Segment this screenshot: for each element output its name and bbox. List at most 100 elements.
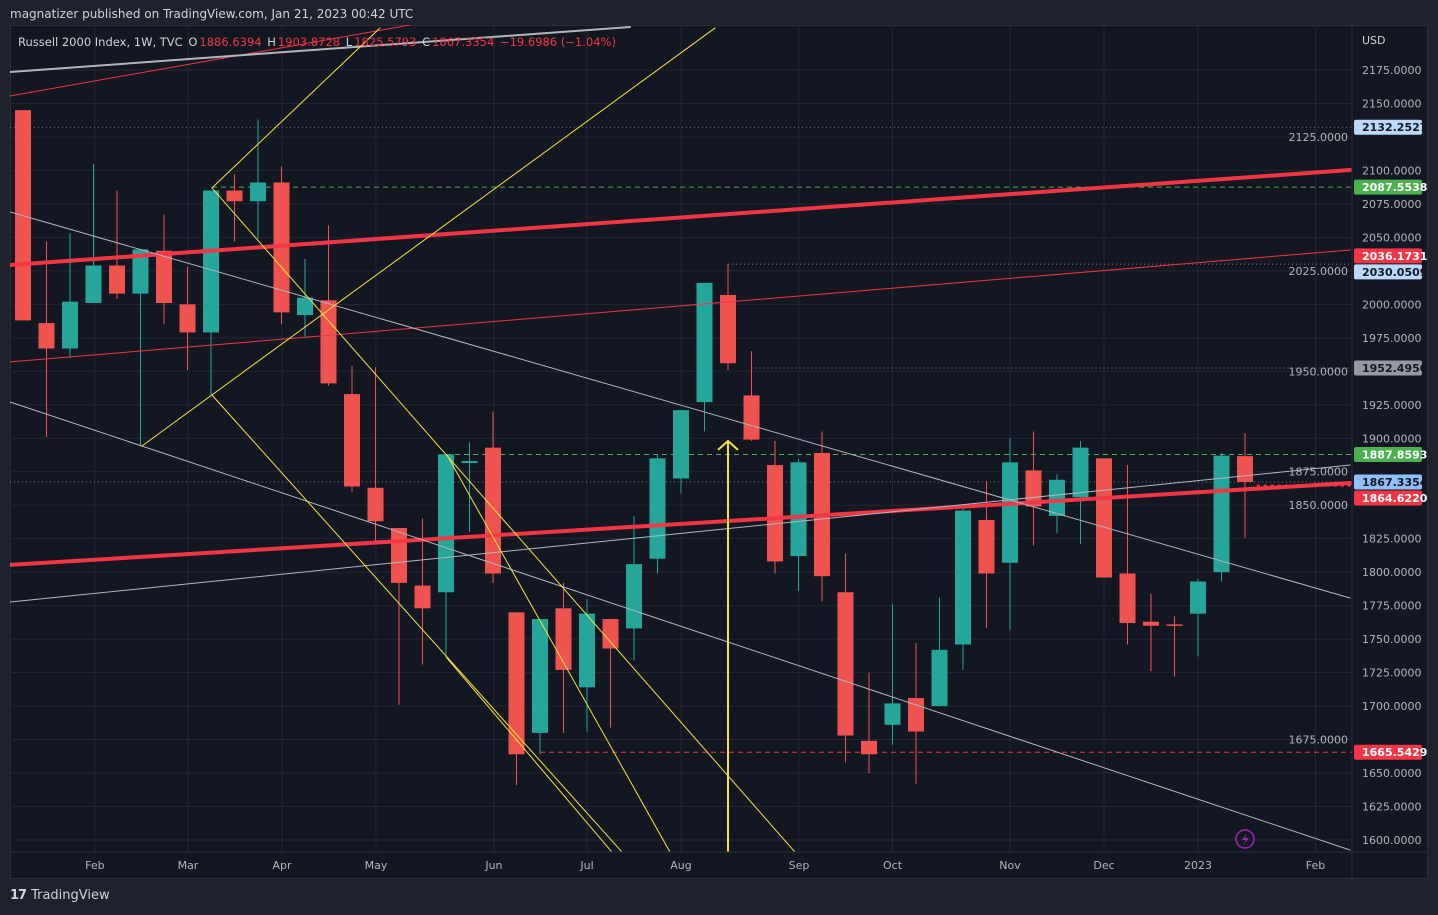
candle[interactable] <box>132 249 149 447</box>
candle[interactable] <box>391 527 407 705</box>
candle[interactable] <box>1190 578 1206 657</box>
candle[interactable] <box>1237 433 1253 538</box>
candle[interactable] <box>1025 431 1042 546</box>
candle-body <box>1166 624 1183 626</box>
candle[interactable] <box>297 258 313 337</box>
x-tick-label: 2023 <box>1184 859 1212 872</box>
candle[interactable] <box>955 507 971 670</box>
candle[interactable] <box>602 619 619 728</box>
candle-body <box>62 301 78 349</box>
trend-line-yellow-3[interactable] <box>211 187 796 852</box>
x-tick-label: Nov <box>999 859 1021 872</box>
candle[interactable] <box>226 174 243 242</box>
candle-body <box>884 703 901 725</box>
trend-lines <box>10 25 1352 852</box>
open-label: O <box>188 35 198 49</box>
x-tick-label: Feb <box>85 859 104 872</box>
lightning-icon[interactable] <box>1235 829 1255 849</box>
candle-body <box>1049 479 1065 516</box>
candle[interactable] <box>1213 452 1230 582</box>
trend-line-red-thick-lower[interactable] <box>10 480 1352 567</box>
candle[interactable] <box>790 459 807 591</box>
candle[interactable] <box>884 604 901 745</box>
footer: 17 TradingView <box>10 888 110 903</box>
y-tick-label: 2025.0000 <box>1289 265 1349 278</box>
candle[interactable] <box>38 241 55 437</box>
x-tick-label: Dec <box>1093 859 1114 872</box>
candle[interactable] <box>179 266 196 370</box>
x-tick-label: Jun <box>484 859 502 872</box>
trend-line-yellow-2[interactable] <box>211 394 623 852</box>
candle-body <box>1143 621 1159 626</box>
candle[interactable] <box>1049 474 1065 534</box>
candle[interactable] <box>320 225 337 387</box>
candle[interactable] <box>1143 593 1159 672</box>
candle[interactable] <box>203 190 219 396</box>
candle-body <box>85 265 102 304</box>
y-tick-label: 1625.0000 <box>1362 801 1422 814</box>
candle[interactable] <box>85 163 102 304</box>
candle[interactable] <box>485 411 501 583</box>
candle[interactable] <box>696 282 713 432</box>
candle-body <box>179 304 196 333</box>
candle-body <box>367 487 384 522</box>
y-tick-label: 1975.0000 <box>1362 332 1422 345</box>
y-tick-label: 1750.0000 <box>1362 633 1422 646</box>
trend-line-white-desc-lower[interactable] <box>10 401 1351 851</box>
price-tag-label: 2087.5538 <box>1362 181 1427 194</box>
trend-line-red-thick-upper[interactable] <box>10 168 1352 267</box>
brand-name[interactable]: TradingView <box>31 888 110 903</box>
trend-line-white-desc-upper[interactable] <box>10 211 1351 599</box>
candle[interactable] <box>649 454 666 574</box>
y-tick-label: 2000.0000 <box>1362 298 1422 311</box>
symbol-title[interactable]: Russell 2000 Index, 1W, TVC <box>18 35 183 49</box>
candle[interactable] <box>931 597 948 707</box>
trend-line-white-top[interactable] <box>10 26 632 74</box>
candle[interactable] <box>109 190 125 299</box>
y-tick-label: 1800.0000 <box>1362 566 1422 579</box>
candle[interactable] <box>1002 438 1018 630</box>
candle[interactable] <box>156 214 172 325</box>
candle[interactable] <box>720 264 736 370</box>
candle-body <box>1190 581 1206 614</box>
candle[interactable] <box>250 119 266 239</box>
y-tick-label: 1850.0000 <box>1289 499 1349 512</box>
candle[interactable] <box>438 454 454 658</box>
candle-body <box>391 527 407 583</box>
candle[interactable] <box>1166 616 1183 677</box>
low-value: 1825.5793 <box>354 35 417 49</box>
trend-line-yellow-5[interactable] <box>446 657 613 852</box>
price-tag-label: 1887.8593 <box>1362 449 1427 462</box>
candle[interactable] <box>1096 458 1112 578</box>
trend-line-yellow-6[interactable] <box>211 27 381 189</box>
trend-line-red-thin-top[interactable] <box>10 25 411 97</box>
trend-line-red-thin-mid[interactable] <box>10 249 1351 363</box>
candle[interactable] <box>837 553 854 763</box>
chart-panel[interactable] <box>10 25 1428 879</box>
candle[interactable] <box>62 233 78 358</box>
candle[interactable] <box>367 367 384 543</box>
price-tag-label: 2030.0509 <box>1362 266 1427 279</box>
close-value: 1867.3354 <box>432 35 495 49</box>
candle[interactable] <box>673 410 689 494</box>
y-tick-label: 1875.0000 <box>1289 466 1349 479</box>
candle[interactable] <box>1119 465 1136 645</box>
candle-body <box>344 394 360 487</box>
candle[interactable] <box>508 612 525 786</box>
candle[interactable] <box>344 365 360 492</box>
trend-line-white-asc[interactable] <box>10 464 1351 603</box>
candle[interactable] <box>414 518 431 665</box>
trend-line-yellow-1[interactable] <box>141 27 716 447</box>
tradingview-logo-icon[interactable]: 17 <box>10 888 27 903</box>
candle[interactable] <box>908 643 924 784</box>
candle-body <box>931 649 948 707</box>
price-tag-label: 1864.6220 <box>1362 492 1428 505</box>
candle[interactable] <box>461 442 478 532</box>
candle-body <box>320 300 337 384</box>
candle[interactable] <box>579 598 595 732</box>
trend-line-yellow-4[interactable] <box>446 454 671 852</box>
candle[interactable] <box>767 440 783 574</box>
candle[interactable] <box>532 619 548 755</box>
y-tick-label: 2175.0000 <box>1362 64 1422 77</box>
